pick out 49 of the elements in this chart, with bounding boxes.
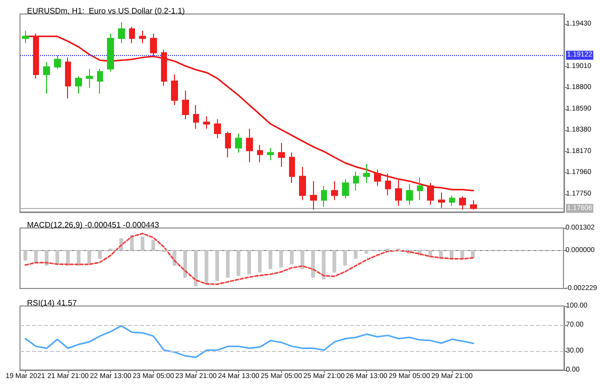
candlestick [299, 166, 306, 201]
candlestick [182, 90, 189, 120]
candlestick [257, 144, 263, 163]
candlestick [449, 194, 455, 206]
candlestick [97, 68, 103, 94]
chart-title: MACD(12,26,9) -0.000451 -0.000443 [27, 220, 160, 230]
candlestick [246, 128, 253, 163]
candlestick [203, 116, 210, 130]
candlestick [353, 171, 359, 192]
candlestick [470, 200, 477, 210]
candlestick [385, 173, 391, 196]
candlestick [225, 131, 231, 158]
candlestick [278, 142, 285, 168]
candlestick [267, 147, 274, 161]
candlestick [321, 185, 327, 208]
candlestick [427, 182, 434, 206]
candlestick [406, 184, 413, 206]
candlestick [107, 33, 114, 72]
candlestick [363, 164, 370, 184]
candlestick [150, 33, 157, 56]
candlestick [395, 178, 402, 206]
chart-title: RSI(14) 41.57 [27, 298, 78, 308]
candlestick [33, 33, 39, 79]
candlestick [118, 22, 125, 44]
candlestick [459, 196, 466, 210]
candlestick [43, 62, 50, 94]
candlestick [438, 192, 445, 208]
candlestick [139, 30, 146, 44]
line-series [24, 36, 474, 192]
candlestick [86, 68, 93, 88]
line-series [24, 232, 474, 285]
line-series [24, 325, 474, 358]
candlestick [342, 178, 349, 199]
candlestick [65, 56, 71, 99]
candlestick [171, 74, 178, 106]
candlestick [331, 180, 338, 201]
candlestick [22, 30, 29, 44]
candlestick [214, 118, 221, 139]
candlestick [54, 55, 61, 70]
candlestick [193, 104, 199, 130]
candlestick [374, 169, 381, 186]
candlestick [235, 133, 242, 154]
candlestick [310, 180, 317, 210]
candlestick [417, 176, 423, 201]
chart-title: EURUSDm, H1: Euro vs US Dollar (0.2-1.1) [27, 6, 186, 16]
candlestick [129, 26, 135, 44]
candlestick [161, 49, 167, 86]
candlestick [75, 76, 82, 94]
candlestick [289, 152, 295, 184]
